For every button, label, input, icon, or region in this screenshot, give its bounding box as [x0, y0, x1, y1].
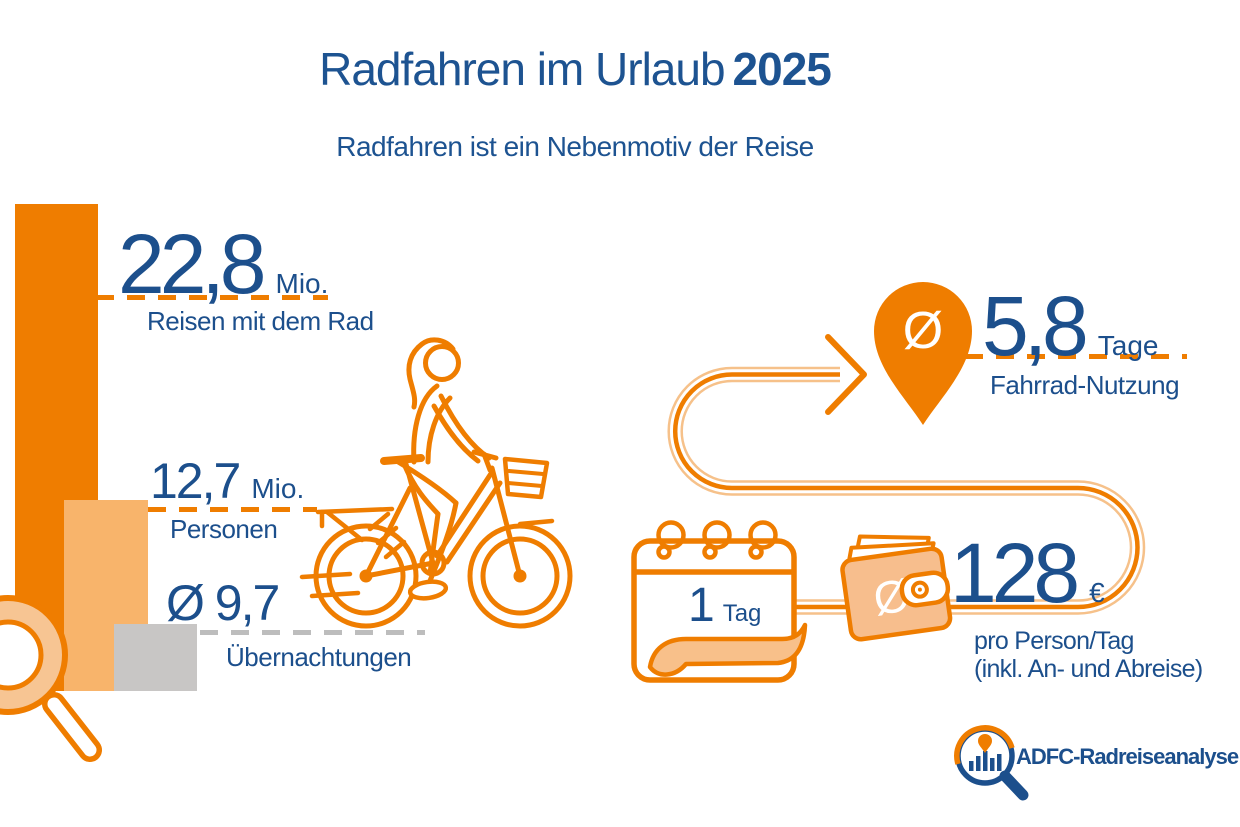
route-path [667, 366, 1146, 615]
stat-reisen-label: Reisen mit dem Rad [147, 306, 374, 336]
logo-magnifier-icon [954, 725, 1029, 801]
stat-personen-label: Personen [170, 514, 278, 544]
magnifier-icon [0, 595, 102, 762]
dash-line-personen [148, 507, 317, 512]
route-arrow-icon [825, 334, 867, 415]
stat-personen-value: 12,7 [150, 453, 241, 509]
cyclist-icon [299, 337, 573, 629]
logo-pin-icon [978, 734, 992, 753]
stat-one-day: 1 Tag [688, 582, 761, 630]
stat-uebernachtungen-value: Ø 9,7 [166, 575, 280, 631]
page-subtitle: Radfahren ist ein Nebenmotiv der Reise [336, 131, 814, 162]
stat-cost-unit: € [1089, 577, 1105, 608]
stat-usage-label: Fahrrad-Nutzung [990, 370, 1180, 400]
stat-reisen-value: 22,8 [118, 217, 266, 311]
stat-usage-unit: Tage [1097, 330, 1159, 361]
stat-uebernachtungen: Ø 9,7 [166, 578, 280, 628]
stat-reisen-unit: Mio. [275, 268, 329, 299]
location-pin-icon: Ø [874, 282, 972, 425]
title-year: 2025 [732, 43, 832, 95]
stat-day-unit: Tag [722, 600, 762, 627]
page-title: Radfahren im Urlaub 2025 [0, 42, 1150, 96]
bar-uebernachtungen [114, 624, 197, 691]
stat-personen: 12,7 Mio. [150, 456, 304, 506]
stat-usage-value: 5,8 [982, 279, 1089, 373]
logo-wordmark: ADFC-Radreiseanalyse [1016, 744, 1239, 769]
stat-cost-label-1: pro Person/Tag [974, 627, 1134, 655]
title-text: Radfahren im Urlaub [319, 43, 725, 95]
pin-average-symbol: Ø [903, 302, 943, 360]
calendar-icon [631, 520, 808, 683]
logo-bar-chart [969, 751, 1002, 771]
stat-cost: 128 € [950, 531, 1105, 615]
stat-cost-value: 128 [950, 526, 1080, 620]
dash-line-uebernachtungen [200, 630, 425, 635]
stat-uebernachtungen-label: Übernachtungen [226, 642, 412, 672]
dash-line-reisen [96, 295, 328, 300]
stat-personen-unit: Mio. [251, 473, 305, 504]
stat-reisen: 22,8 Mio. [118, 222, 328, 306]
dash-line-fahrrad-nutzung [965, 354, 1187, 359]
wallet-icon: Ø [840, 534, 953, 642]
stat-cost-label-2: (inkl. An- und Abreise) [974, 655, 1203, 683]
stat-day-value: 1 [688, 579, 715, 632]
stat-fahrrad-nutzung: 5,8 Tage [982, 284, 1159, 368]
